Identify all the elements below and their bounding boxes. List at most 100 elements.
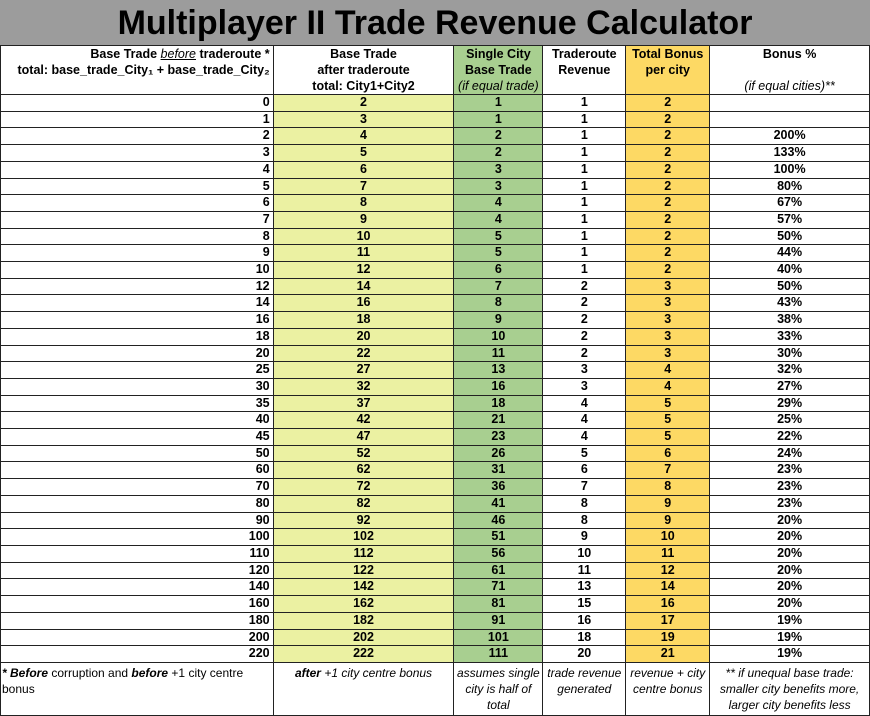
cell-traderoute-revenue: 6 [542,461,627,480]
table-row: 90 92 46 8 9 20% [0,511,870,530]
cell-traderoute-revenue: 4 [542,394,627,413]
cell-bonus-pct: 25% [709,411,870,430]
table-row: 120 122 61 11 12 20% [0,561,870,580]
cell-base-after: 47 [272,428,455,446]
cell-base-before: 16 [0,311,274,329]
cell-single-city: 101 [453,628,544,647]
cell-bonus-pct: 57% [709,210,870,229]
cell-total-bonus: 12 [625,561,711,580]
cell-bonus-pct: 23% [709,461,870,480]
cell-single-city: 3 [453,160,544,179]
cell-bonus-pct: 200% [709,127,870,146]
cell-bonus-pct: 133% [709,144,870,162]
cell-traderoute-revenue: 1 [542,110,627,129]
cell-total-bonus: 2 [625,177,711,196]
cell-total-bonus: 8 [625,478,711,496]
cell-bonus-pct: 24% [709,444,870,463]
cell-traderoute-revenue: 1 [542,261,627,279]
cell-traderoute-revenue: 1 [542,160,627,179]
cell-bonus-pct: 29% [709,394,870,413]
cell-bonus-pct: 27% [709,377,870,396]
cell-traderoute-revenue: 3 [542,361,627,379]
cell-total-bonus: 6 [625,444,711,463]
cell-bonus-pct: 19% [709,628,870,647]
cell-traderoute-revenue: 1 [542,227,627,246]
cell-bonus-pct: 38% [709,311,870,329]
cell-total-bonus: 2 [625,127,711,146]
cell-total-bonus: 3 [625,327,711,346]
cell-total-bonus: 2 [625,110,711,129]
cell-bonus-pct: 23% [709,494,870,513]
cell-single-city: 16 [453,377,544,396]
cell-base-before: 10 [0,261,274,279]
cell-total-bonus: 5 [625,394,711,413]
footer-row: * Before corruption and before +1 city c… [0,661,870,716]
cell-total-bonus: 11 [625,544,711,563]
table-row: 30 32 16 3 4 27% [0,377,870,396]
footer-base-after: after +1 city centre bonus [272,661,455,716]
cell-traderoute-revenue: 1 [542,144,627,162]
cell-base-after: 37 [272,394,455,413]
cell-base-before: 90 [0,511,274,530]
cell-bonus-pct: 23% [709,478,870,496]
cell-traderoute-revenue: 15 [542,595,627,613]
cell-traderoute-revenue: 20 [542,645,627,663]
cell-base-after: 92 [272,511,455,530]
cell-traderoute-revenue: 1 [542,177,627,196]
cell-base-after: 22 [272,344,455,363]
cell-traderoute-revenue: 2 [542,344,627,363]
cell-traderoute-revenue: 1 [542,210,627,229]
cell-single-city: 1 [453,110,544,129]
table-row: 70 72 36 7 8 23% [0,478,870,496]
cell-traderoute-revenue: 8 [542,511,627,530]
cell-bonus-pct: 33% [709,327,870,346]
cell-total-bonus: 2 [625,227,711,246]
cell-base-after: 10 [272,227,455,246]
footer-traderoute-revenue: trade revenue generated [542,661,627,716]
cell-traderoute-revenue: 7 [542,478,627,496]
table-row: 140 142 71 13 14 20% [0,578,870,597]
cell-total-bonus: 3 [625,344,711,363]
table-body: 0 2 1 1 2 1 3 1 1 2 2 4 2 1 2 200% 3 5 2 1 2 133% 4 6 3 1 2 100% 5 7 3… [0,94,870,663]
cell-base-after: 16 [272,294,455,313]
table-row: 60 62 31 6 7 23% [0,461,870,480]
cell-base-after: 5 [272,144,455,162]
cell-traderoute-revenue: 8 [542,494,627,513]
header-row: Base Trade before traderoute * total: ba… [0,45,870,95]
table-row: 10 12 6 1 2 40% [0,261,870,279]
cell-total-bonus: 17 [625,611,711,630]
cell-traderoute-revenue: 2 [542,327,627,346]
cell-single-city: 31 [453,461,544,480]
cell-single-city: 5 [453,227,544,246]
cell-total-bonus: 21 [625,645,711,663]
table-row: 20 22 11 2 3 30% [0,344,870,363]
cell-single-city: 13 [453,361,544,379]
cell-total-bonus: 7 [625,461,711,480]
cell-total-bonus: 5 [625,411,711,430]
cell-traderoute-revenue: 2 [542,311,627,329]
cell-bonus-pct: 50% [709,227,870,246]
cell-base-before: 50 [0,444,274,463]
cell-bonus-pct: 67% [709,194,870,212]
header-single-city: Single City Base Trade (if equal trade) [453,45,544,95]
cell-base-after: 222 [272,645,455,663]
cell-base-before: 6 [0,194,274,212]
table-row: 100 102 51 9 10 20% [0,528,870,546]
cell-total-bonus: 5 [625,428,711,446]
cell-base-before: 40 [0,411,274,430]
table-row: 25 27 13 3 4 32% [0,361,870,379]
cell-base-after: 32 [272,377,455,396]
footer-total-bonus: revenue + city centre bonus [625,661,711,716]
cell-base-after: 9 [272,210,455,229]
cell-base-after: 27 [272,361,455,379]
cell-single-city: 4 [453,210,544,229]
cell-bonus-pct [709,94,870,112]
cell-bonus-pct: 30% [709,344,870,363]
cell-base-after: 11 [272,244,455,263]
header-bonus-pct: Bonus % (if equal cities)** [709,45,870,95]
cell-base-after: 52 [272,444,455,463]
cell-traderoute-revenue: 1 [542,94,627,112]
cell-total-bonus: 2 [625,160,711,179]
